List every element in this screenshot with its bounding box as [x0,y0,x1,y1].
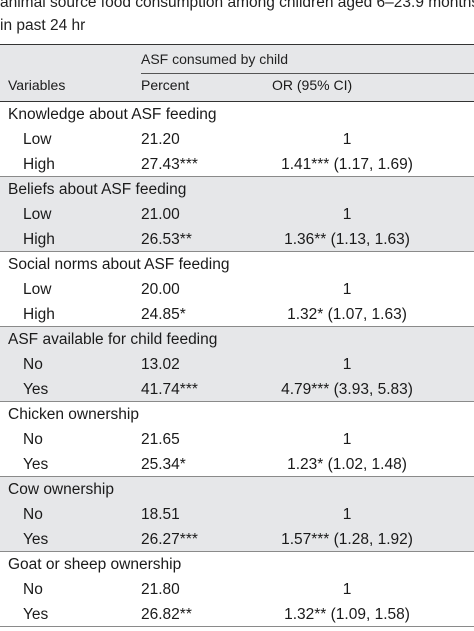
row-label: Yes [23,381,49,398]
row-or: 4.79*** (3.93, 5.83) [281,381,413,398]
table-row: Yes 26.82** 1.32** (1.09, 1.58) [0,606,474,631]
row-percent: 26.82** [141,606,192,623]
table-row: High 26.53** 1.36** (1.13, 1.63) [0,231,474,256]
section-knowledge: Knowledge about ASF feeding Low 21.20 1 … [0,102,474,177]
row-percent: 21.20 [141,131,180,148]
row-or: 1 [342,131,352,148]
row-or: 1 [342,206,352,223]
row-percent: 24.85* [141,306,186,323]
header-group-rule [141,73,474,74]
row-label: High [23,306,55,323]
row-percent: 21.65 [141,431,180,448]
row-or: 1 [342,356,352,373]
section-title: Knowledge about ASF feeding [8,106,217,123]
row-label: No [23,431,43,448]
table-row: Yes 25.34* 1.23* (1.02, 1.48) [0,456,474,481]
row-or: 1.32* (1.07, 1.63) [287,306,407,323]
table-row: Low 20.00 1 [0,281,474,306]
row-or: 1 [342,431,352,448]
table-row: Yes 26.27*** 1.57*** (1.28, 1.92) [0,531,474,556]
row-label: Low [23,131,52,148]
table-caption: animal source food consumption among chi… [0,0,474,37]
row-label: No [23,506,43,523]
row-or: 1 [342,281,352,298]
row-label: High [23,231,55,248]
table-row: No 21.65 1 [0,431,474,456]
row-label: Yes [23,606,49,623]
row-label: Low [23,206,52,223]
row-or: 1.41*** (1.17, 1.69) [281,156,413,173]
table-row: Low 21.00 1 [0,206,474,231]
row-label: High [23,156,55,173]
table-header: ASF consumed by child Variables Percent … [0,44,474,102]
row-label: Yes [23,531,49,548]
section-beliefs: Beliefs about ASF feeding Low 21.00 1 Hi… [0,177,474,252]
section-title: ASF available for child feeding [8,331,218,348]
caption-line-1: animal source food consumption among chi… [0,0,474,11]
row-percent: 13.02 [141,356,180,373]
row-label: No [23,356,43,373]
section-asf-available: ASF available for child feeding No 13.02… [0,327,474,402]
section-goat-sheep: Goat or sheep ownership No 21.80 1 Yes 2… [0,552,474,627]
header-group-label: ASF consumed by child [141,51,289,67]
row-or: 1.36** (1.13, 1.63) [284,231,410,248]
row-label: Yes [23,456,49,473]
section-cow: Cow ownership No 18.51 1 Yes 26.27*** 1.… [0,477,474,552]
row-percent: 18.51 [141,506,180,523]
row-percent: 26.27*** [141,531,198,548]
row-or: 1.23* (1.02, 1.48) [287,456,407,473]
row-percent: 41.74*** [141,381,198,398]
table-row: Low 21.20 1 [0,131,474,156]
section-title: Beliefs about ASF feeding [8,181,187,198]
row-percent: 25.34* [141,456,186,473]
section-social-norms: Social norms about ASF feeding Low 20.00… [0,252,474,327]
table-row: No 21.80 1 [0,581,474,606]
table-row: Yes 41.74*** 4.79*** (3.93, 5.83) [0,381,474,406]
section-title: Cow ownership [8,481,114,498]
row-or: 1 [342,506,352,523]
section-chicken: Chicken ownership No 21.65 1 Yes 25.34* … [0,402,474,477]
table-row: No 13.02 1 [0,356,474,381]
row-or: 1.57*** (1.28, 1.92) [281,531,413,548]
table-row: High 27.43*** 1.41*** (1.17, 1.69) [0,156,474,181]
header-or: OR (95% CI) [272,77,353,93]
row-percent: 20.00 [141,281,180,298]
row-percent: 26.53** [141,231,192,248]
section-title: Social norms about ASF feeding [8,256,230,273]
row-label: No [23,581,43,598]
table-row: High 24.85* 1.32* (1.07, 1.63) [0,306,474,331]
section-title: Chicken ownership [8,406,139,423]
row-or: 1 [342,581,352,598]
header-variables: Variables [8,77,66,93]
row-percent: 27.43*** [141,156,198,173]
table-row: No 18.51 1 [0,506,474,531]
row-percent: 21.00 [141,206,180,223]
caption-line-2: in past 24 hr [0,17,86,34]
section-title: Goat or sheep ownership [8,556,182,573]
row-percent: 21.80 [141,581,180,598]
row-or: 1.32** (1.09, 1.58) [284,606,410,623]
header-percent: Percent [141,77,190,93]
row-label: Low [23,281,52,298]
